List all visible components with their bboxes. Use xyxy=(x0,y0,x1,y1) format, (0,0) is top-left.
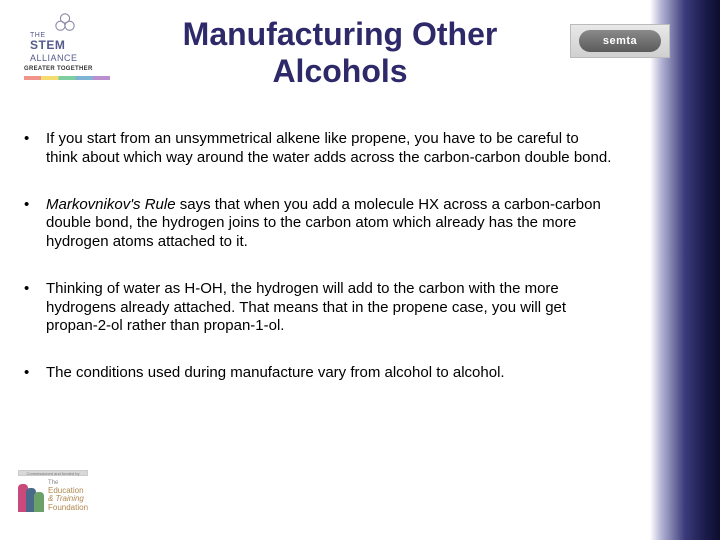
semta-pill: semta xyxy=(579,30,661,52)
bullet-item: •Thinking of water as H-OH, the hydrogen… xyxy=(24,280,614,336)
bullet-text: The conditions used during manufacture v… xyxy=(46,364,505,383)
bullet-item: •If you start from an unsymmetrical alke… xyxy=(24,130,614,168)
etf-text: The Education & Training Foundation xyxy=(48,478,88,512)
bullet-item: •Markovnikov's Rule says that when you a… xyxy=(24,196,614,252)
bullet-dot: • xyxy=(24,130,46,168)
slide-title: Manufacturing Other Alcohols xyxy=(150,16,530,90)
people-icon xyxy=(18,478,44,512)
etf-line4: Foundation xyxy=(48,503,88,512)
semta-logo: semta xyxy=(570,24,670,58)
slide: THE STEM ALLIANCE GREATER TOGETHER semta… xyxy=(0,0,720,540)
etf-body: The Education & Training Foundation xyxy=(18,478,108,512)
etf-bar: Commissioned and funded by xyxy=(18,470,88,476)
side-gradient xyxy=(650,0,720,540)
etf-logo: Commissioned and funded by The Education… xyxy=(18,470,108,530)
bullet-text: If you start from an unsymmetrical alken… xyxy=(46,130,614,168)
logo-name: STEM xyxy=(30,38,65,52)
logo-rule xyxy=(24,76,110,80)
bullet-dot: • xyxy=(24,364,46,383)
logo-sub: ALLIANCE xyxy=(30,53,78,63)
stem-text: THE STEM ALLIANCE xyxy=(30,32,78,63)
bullet-item: •The conditions used during manufacture … xyxy=(24,364,614,383)
bullet-text: Thinking of water as H-OH, the hydrogen … xyxy=(46,280,614,336)
bullet-list: •If you start from an unsymmetrical alke… xyxy=(24,130,614,411)
bullet-text: Markovnikov's Rule says that when you ad… xyxy=(46,196,614,252)
logo-tag: GREATER TOGETHER xyxy=(24,66,93,72)
bullet-dot: • xyxy=(24,196,46,252)
knot-icon xyxy=(54,12,76,34)
bullet-dot: • xyxy=(24,280,46,336)
